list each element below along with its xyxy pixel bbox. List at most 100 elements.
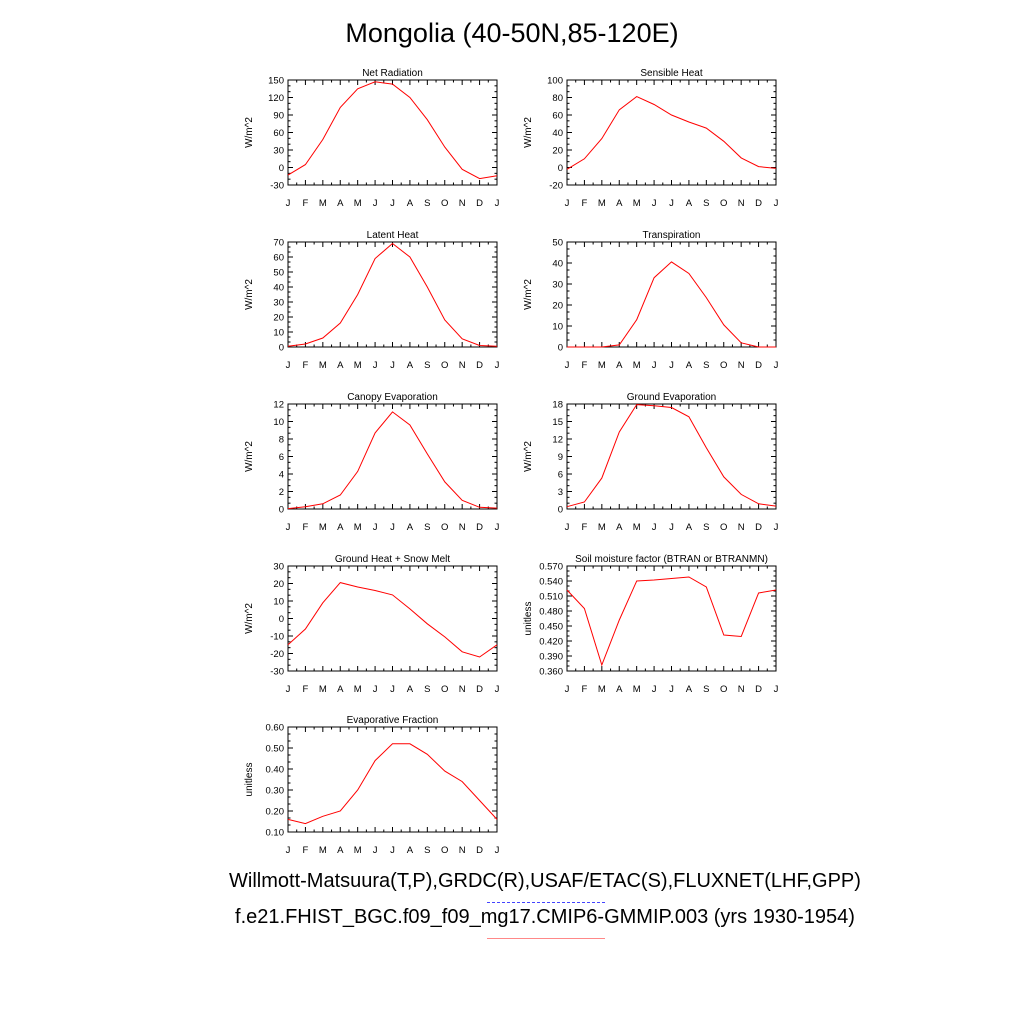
- y-tick-label: 150: [268, 76, 284, 87]
- panel-title: Latent Heat: [367, 230, 419, 241]
- x-tick-label: S: [424, 845, 430, 856]
- x-tick-label: O: [441, 684, 448, 695]
- plot-frame: [566, 79, 777, 186]
- y-axis-label: W/m^2: [244, 441, 255, 472]
- x-tick-label: M: [633, 684, 641, 695]
- x-tick-label: J: [669, 360, 674, 371]
- x-tick-label: S: [703, 198, 709, 209]
- x-tick-label: A: [407, 198, 414, 209]
- y-tick-label: 20: [273, 313, 284, 324]
- y-axis-label: W/m^2: [523, 117, 534, 148]
- panel-title: Evaporative Fraction: [347, 715, 439, 726]
- x-tick-label: O: [441, 360, 448, 371]
- x-tick-label: A: [686, 684, 693, 695]
- x-tick-label: O: [720, 684, 727, 695]
- y-tick-label: -20: [270, 649, 284, 660]
- x-tick-label: A: [686, 360, 693, 371]
- x-tick-label: M: [319, 198, 327, 209]
- y-axis-label: unitless: [244, 763, 255, 797]
- series-line: [287, 582, 498, 658]
- x-tick-label: S: [424, 522, 430, 533]
- x-tick-label: N: [459, 522, 466, 533]
- y-axis-label: W/m^2: [523, 441, 534, 472]
- x-tick-label: M: [354, 198, 362, 209]
- y-tick-label: 0.50: [266, 744, 285, 755]
- x-tick-label: F: [582, 360, 588, 371]
- plot-frame: [287, 726, 498, 833]
- x-tick-label: M: [354, 522, 362, 533]
- x-tick-label: A: [616, 522, 623, 533]
- x-tick-label: M: [319, 522, 327, 533]
- x-tick-label: D: [476, 684, 483, 695]
- x-tick-label: J: [373, 845, 378, 856]
- chart-panel: J F M A M J J A S O N D J01020304050TranspirationW/m…: [523, 230, 779, 371]
- y-tick-label: 0.540: [539, 577, 563, 588]
- x-tick-label: F: [303, 360, 309, 371]
- x-tick-label: A: [337, 360, 344, 371]
- y-tick-label: 9: [558, 452, 563, 463]
- x-tick-label: A: [407, 360, 414, 371]
- y-tick-label: 40: [273, 283, 284, 294]
- y-tick-label: 0: [558, 343, 563, 354]
- x-tick-label: N: [738, 360, 745, 371]
- series-line: [287, 242, 498, 347]
- footer-red-line: [487, 938, 605, 939]
- x-tick-label: S: [424, 198, 430, 209]
- y-tick-label: 0: [279, 505, 284, 516]
- x-tick-label: J: [390, 360, 395, 371]
- x-tick-label: F: [582, 198, 588, 209]
- y-tick-label: -30: [270, 181, 284, 192]
- x-tick-label: J: [774, 684, 779, 695]
- x-tick-label: D: [755, 522, 762, 533]
- y-tick-label: 15: [552, 417, 563, 428]
- y-tick-label: 0.30: [266, 786, 285, 797]
- y-tick-label: 60: [273, 128, 284, 139]
- x-tick-label: O: [441, 198, 448, 209]
- x-tick-label: M: [598, 684, 606, 695]
- x-tick-label: J: [286, 845, 291, 856]
- x-tick-label: O: [720, 198, 727, 209]
- x-tick-label: J: [774, 198, 779, 209]
- x-tick-label: A: [337, 684, 344, 695]
- series-line: [287, 743, 498, 825]
- y-tick-label: 120: [268, 93, 284, 104]
- x-tick-label: J: [495, 845, 500, 856]
- y-axis-label: unitless: [523, 602, 534, 636]
- x-tick-label: D: [755, 360, 762, 371]
- y-tick-label: 50: [273, 268, 284, 279]
- x-tick-label: F: [582, 522, 588, 533]
- y-tick-label: 100: [547, 76, 563, 87]
- y-tick-label: 0: [558, 163, 563, 174]
- y-tick-label: 40: [552, 259, 563, 270]
- plot-frame: [287, 565, 498, 672]
- x-tick-label: N: [738, 522, 745, 533]
- y-tick-label: 10: [273, 328, 284, 339]
- x-tick-label: S: [703, 684, 709, 695]
- y-tick-label: 0: [558, 505, 563, 516]
- y-tick-label: 20: [552, 301, 563, 312]
- series-line: [566, 96, 777, 170]
- x-tick-label: A: [616, 360, 623, 371]
- plot-frame: [287, 241, 498, 348]
- x-tick-label: A: [337, 198, 344, 209]
- y-tick-label: 0.360: [539, 667, 563, 678]
- y-tick-label: 0.60: [266, 723, 285, 734]
- y-tick-label: 6: [558, 470, 563, 481]
- x-tick-label: J: [286, 360, 291, 371]
- y-tick-label: 10: [273, 417, 284, 428]
- page-title: Mongolia (40-50N,85-120E): [345, 18, 679, 48]
- y-tick-label: 0.10: [266, 828, 285, 839]
- x-tick-label: J: [565, 360, 570, 371]
- x-tick-label: S: [703, 360, 709, 371]
- y-tick-label: 80: [552, 93, 563, 104]
- x-tick-label: J: [774, 360, 779, 371]
- footer-case-name: f.e21.FHIST_BGC.f09_f09_mg17.CMIP6-GMMIP…: [235, 906, 855, 928]
- x-tick-label: S: [424, 360, 430, 371]
- x-tick-label: N: [459, 684, 466, 695]
- y-axis-label: W/m^2: [244, 279, 255, 310]
- x-tick-label: F: [303, 684, 309, 695]
